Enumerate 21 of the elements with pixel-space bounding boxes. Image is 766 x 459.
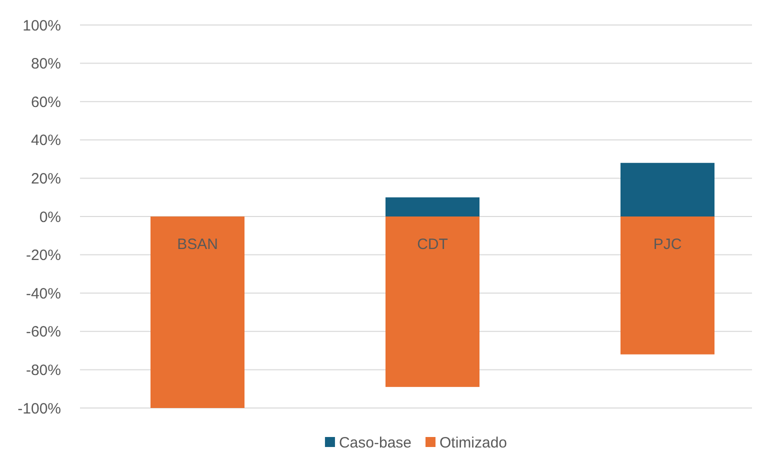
y-tick-label: 40% bbox=[30, 132, 61, 150]
y-tick-label: -40% bbox=[26, 285, 61, 302]
bar bbox=[620, 216, 714, 354]
bar bbox=[620, 162, 714, 216]
bar bbox=[386, 197, 480, 216]
x-tick-label: PJC bbox=[653, 236, 682, 253]
x-tick-label: BSAN bbox=[177, 236, 218, 253]
y-tick-label: -60% bbox=[26, 324, 61, 341]
x-tick-label: CDT bbox=[417, 236, 448, 253]
y-tick-label: 0% bbox=[39, 208, 61, 226]
y-tick-label: -80% bbox=[26, 362, 61, 379]
legend-label: Caso-base bbox=[338, 434, 412, 452]
y-tick-label: 60% bbox=[30, 94, 61, 111]
y-tick-label: -20% bbox=[26, 247, 61, 264]
y-tick-label: 20% bbox=[30, 170, 61, 188]
y-tick-label: 80% bbox=[30, 56, 61, 73]
bar bbox=[150, 216, 244, 408]
y-tick-label: 100% bbox=[22, 17, 61, 34]
bar bbox=[386, 216, 480, 387]
y-tick-label: -100% bbox=[18, 400, 61, 418]
legend-label: Otimizado bbox=[440, 434, 508, 452]
